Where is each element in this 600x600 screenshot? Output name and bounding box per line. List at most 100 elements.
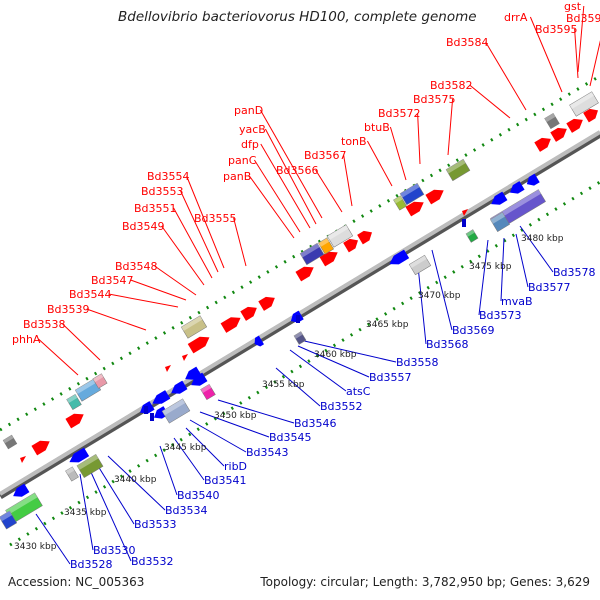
reverse-gene-label: Bd3541	[204, 474, 247, 487]
forward-gene-label: yacB	[239, 123, 266, 136]
forward-label-leader	[577, 5, 585, 73]
forward-label-leader	[233, 217, 247, 267]
ruler-tick-label: 3470 kbp	[418, 291, 461, 301]
misc-feature-box	[569, 91, 599, 117]
forward-label-leader	[130, 279, 187, 301]
reverse-gene-fragment	[144, 406, 148, 414]
forward-gene-label: dfp	[241, 138, 259, 151]
ruler-tick-label: 3475 kbp	[469, 262, 512, 272]
forward-gene-label: Bd3595	[535, 23, 578, 36]
reverse-label-leader	[173, 437, 205, 481]
misc-feature-box	[299, 242, 325, 266]
forward-gene-arrow	[343, 238, 359, 253]
forward-gene-label: Bd3567	[304, 149, 347, 162]
forward-label-leader	[574, 28, 579, 79]
forward-label-leader	[108, 293, 179, 308]
reverse-gene-label: Bd3577	[528, 281, 571, 294]
forward-label-leader	[447, 98, 454, 156]
reverse-label-leader	[519, 225, 554, 273]
forward-gene-fragment	[462, 209, 468, 216]
forward-gene-label: Bd3572	[378, 107, 421, 120]
forward-label-leader	[161, 225, 205, 286]
forward-gene-arrow	[295, 266, 314, 282]
ruler-tick-label: 3445 kbp	[164, 443, 207, 453]
gene-labels: gstBd3596drrABd3595Bd3584Bd3582Bd3575Bd3…	[12, 0, 600, 571]
misc-feature-box	[393, 195, 407, 211]
reverse-gene-arrow	[509, 181, 525, 194]
ruler-tick-label: 3480 kbp	[521, 234, 564, 244]
forward-gene-label: panC	[228, 154, 257, 167]
misc-feature-box	[161, 398, 191, 424]
forward-label-leader	[343, 154, 353, 207]
reverse-label-leader	[107, 455, 166, 511]
reverse-gene-label: Bd3533	[134, 518, 177, 531]
misc-feature-box	[2, 434, 18, 450]
misc-feature-box	[490, 212, 510, 232]
forward-gene-arrow	[220, 317, 241, 333]
reverse-gene-label: Bd3530	[93, 544, 136, 557]
reverse-gene-label: Bd3568	[426, 338, 469, 351]
map-title: Bdellovibrio bacteriovorus HD100, comple…	[118, 9, 477, 25]
forward-label-leader	[469, 84, 511, 119]
ruler-tick-label: 3460 kbp	[314, 350, 357, 360]
ruler-tick-label: 3440 kbp	[114, 475, 157, 485]
forward-gene-arrow	[319, 251, 338, 267]
forward-label-leader	[173, 207, 213, 279]
reverse-gene-label: Bd3573	[479, 309, 522, 322]
misc-feature-box	[544, 112, 560, 130]
forward-gene-label: Bd3584	[446, 36, 489, 49]
forward-gene-label: Bd3575	[413, 93, 456, 106]
reverse-gene-label: Bd3546	[294, 417, 337, 430]
forward-label-leader	[529, 16, 563, 93]
reverse-gene-label: Bd3558	[396, 356, 439, 369]
lower-dotted-track	[9, 180, 600, 547]
ruler-tick-label: 3450 kbp	[214, 411, 257, 421]
forward-gene-label: Bd3549	[122, 220, 165, 233]
forward-label-leader	[86, 308, 147, 331]
forward-label-leader	[589, 40, 600, 87]
ruler-tick-label: 3430 kbp	[14, 542, 57, 552]
forward-gene-arrow	[534, 137, 551, 152]
reverse-gene-label: Bd3534	[165, 504, 208, 517]
accession-text: Accession: NC_005363	[8, 575, 145, 589]
forward-label-leader	[264, 128, 317, 225]
forward-gene-label: Bd3539	[47, 303, 90, 316]
forward-gene-arrow	[550, 127, 567, 142]
reverse-gene-arrow	[191, 372, 208, 386]
forward-gene-fragment	[165, 365, 171, 372]
misc-feature-box	[66, 393, 82, 411]
forward-gene-arrow	[583, 108, 599, 123]
reverse-label-leader	[159, 445, 178, 496]
reverse-gene-label: Bd3528	[70, 558, 113, 571]
forward-gene-label: Bd3566	[276, 164, 319, 177]
forward-gene-arrow	[31, 440, 50, 456]
forward-gene-label: Bd3551	[134, 202, 177, 215]
misc-feature-box	[0, 510, 18, 530]
misc-feature-box	[200, 383, 216, 401]
reverse-gene-label: Bd3578	[553, 266, 596, 279]
reverse-label-leader	[289, 349, 347, 392]
reverse-label-leader	[189, 419, 247, 453]
forward-gene-label: Bd3554	[147, 170, 190, 183]
misc-feature-box	[445, 158, 471, 182]
forward-gene-label: Bd3553	[141, 185, 184, 198]
forward-gene-label: Bd3596	[566, 12, 600, 25]
reverse-label-leader	[97, 465, 135, 525]
reverse-gene-fragment	[296, 315, 300, 323]
misc-feature-box	[65, 466, 79, 482]
reverse-label-leader	[275, 367, 321, 407]
forward-label-leader	[62, 323, 101, 361]
reverse-gene-arrow	[152, 390, 171, 404]
reverse-label-leader	[35, 513, 71, 565]
forward-gene-label: drrA	[504, 11, 528, 24]
reverse-gene-arrow	[526, 173, 540, 186]
kbp-ruler: 3430 kbp 3435 kbp 3440 kbp 3445 kbp 3450 kbp…	[14, 234, 564, 552]
ruler-tick-label: 3435 kbp	[64, 508, 107, 518]
reverse-label-leader	[478, 239, 489, 316]
reverse-label-leader	[217, 399, 295, 424]
forward-gene-label: panD	[234, 104, 263, 117]
reverse-gene-label: Bd3540	[177, 489, 220, 502]
label-leaders	[35, 5, 600, 565]
reverse-label-leader	[431, 249, 453, 331]
genome-backbone	[0, 130, 600, 496]
